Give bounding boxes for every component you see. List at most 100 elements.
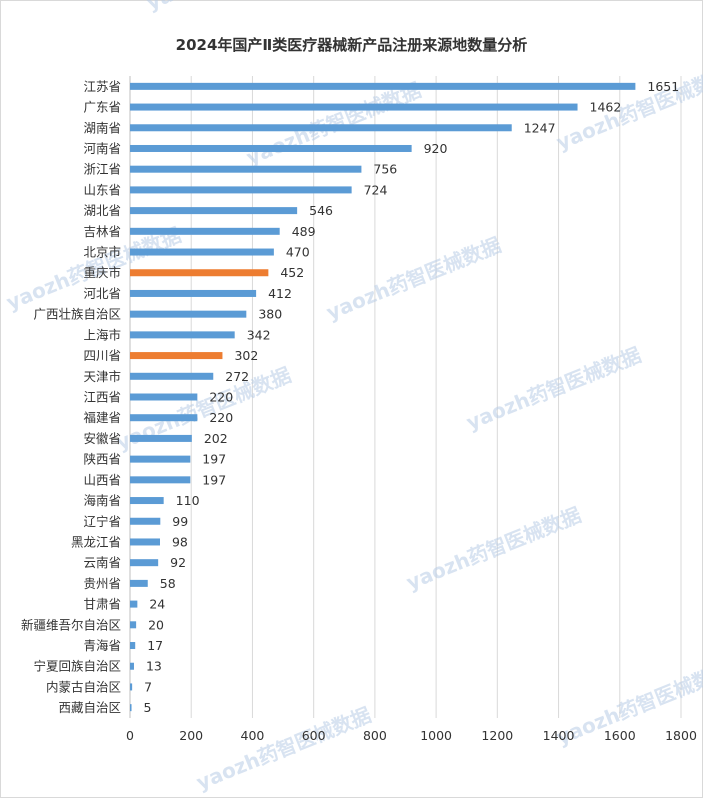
category-label: 黑龙江省 <box>71 534 121 549</box>
category-label: 福建省 <box>83 410 121 425</box>
bar-北京市 <box>130 248 274 256</box>
value-label: 202 <box>204 431 228 446</box>
bar-新疆维吾尔自治区 <box>130 621 137 629</box>
value-label: 470 <box>286 245 310 260</box>
value-label: 724 <box>364 182 388 197</box>
category-label: 河北省 <box>83 286 121 301</box>
category-label: 西藏自治区 <box>58 700 121 715</box>
value-label: 197 <box>202 452 226 467</box>
value-label: 98 <box>172 534 188 549</box>
category-label: 四川省 <box>83 348 121 363</box>
watermark: yaozh药智医械数据 <box>193 703 375 795</box>
watermark: yaozh药智医械数据 <box>143 0 325 15</box>
category-label: 海南省 <box>83 493 121 508</box>
value-label: 5 <box>144 700 152 715</box>
x-tick-label: 0 <box>126 728 134 743</box>
bar-辽宁省 <box>130 517 161 525</box>
bar-湖南省 <box>130 124 512 132</box>
value-label: 412 <box>268 286 292 301</box>
bar-福建省 <box>130 414 198 422</box>
x-tick-label: 1400 <box>543 728 575 743</box>
bar-黑龙江省 <box>130 538 160 546</box>
watermark: yaozh药智医械数据 <box>243 78 425 170</box>
category-label: 湖北省 <box>83 203 121 218</box>
bar-内蒙古自治区 <box>130 683 133 691</box>
category-label: 陕西省 <box>83 452 121 467</box>
x-tick-label: 1000 <box>420 728 452 743</box>
bar-江苏省 <box>130 82 636 90</box>
bar-吉林省 <box>130 227 280 235</box>
bar-贵州省 <box>130 579 148 587</box>
bar-湖北省 <box>130 207 298 215</box>
bar-江西省 <box>130 393 198 401</box>
category-label: 广东省 <box>83 100 121 115</box>
category-label: 安徽省 <box>83 431 121 446</box>
bar-河南省 <box>130 144 412 152</box>
category-label: 青海省 <box>83 638 121 653</box>
bar-甘肃省 <box>130 600 138 608</box>
bars <box>130 82 636 712</box>
x-tick-label: 200 <box>179 728 203 743</box>
category-label: 江苏省 <box>83 79 121 94</box>
value-label: 197 <box>202 472 226 487</box>
bar-海南省 <box>130 497 164 505</box>
category-label: 北京市 <box>83 245 121 260</box>
x-tick-label: 400 <box>241 728 265 743</box>
value-label: 380 <box>258 307 282 322</box>
value-label: 220 <box>209 390 233 405</box>
value-label: 302 <box>234 348 258 363</box>
value-label: 756 <box>373 162 397 177</box>
value-label: 24 <box>149 597 165 612</box>
bar-上海市 <box>130 331 235 339</box>
category-label: 江西省 <box>83 390 121 405</box>
category-label: 广西壮族自治区 <box>33 307 121 322</box>
value-label: 1247 <box>524 120 556 135</box>
bar-山西省 <box>130 476 191 484</box>
category-label: 吉林省 <box>83 224 121 239</box>
bar-青海省 <box>130 642 136 650</box>
category-label: 云南省 <box>83 555 121 570</box>
bar-天津市 <box>130 372 214 380</box>
bar-山东省 <box>130 186 352 194</box>
category-label: 山西省 <box>83 472 121 487</box>
category-label: 上海市 <box>83 327 121 342</box>
bar-浙江省 <box>130 165 362 173</box>
bar-广东省 <box>130 103 578 111</box>
value-label: 110 <box>176 493 200 508</box>
bar-广西壮族自治区 <box>130 310 247 318</box>
x-tick-label: 1200 <box>481 728 513 743</box>
value-label: 272 <box>225 369 249 384</box>
category-label: 河南省 <box>83 141 121 156</box>
category-label: 山东省 <box>83 182 121 197</box>
category-label: 辽宁省 <box>83 514 121 529</box>
bar-宁夏回族自治区 <box>130 662 134 670</box>
value-label: 489 <box>292 224 316 239</box>
value-label: 17 <box>147 638 163 653</box>
watermark: yaozh药智医械数据 <box>323 233 505 325</box>
value-label: 7 <box>144 679 152 694</box>
bar-河北省 <box>130 289 257 297</box>
value-label: 452 <box>280 265 304 280</box>
bar-重庆市 <box>130 269 269 277</box>
x-tick-label: 600 <box>302 728 326 743</box>
category-label: 浙江省 <box>83 162 121 177</box>
x-tick-label: 800 <box>363 728 387 743</box>
category-label: 甘肃省 <box>83 597 121 612</box>
bar-安徽省 <box>130 434 192 442</box>
x-tick-label: 1800 <box>665 728 697 743</box>
category-label: 湖南省 <box>83 120 121 135</box>
category-label: 重庆市 <box>83 265 121 280</box>
value-label: 92 <box>170 555 186 570</box>
value-label: 58 <box>160 576 176 591</box>
bar-云南省 <box>130 559 159 567</box>
category-label: 宁夏回族自治区 <box>33 659 121 674</box>
chart-title: 2024年国产Ⅱ类医疗器械新产品注册来源地数量分析 <box>175 36 528 54</box>
value-label: 99 <box>172 514 188 529</box>
value-label: 546 <box>309 203 333 218</box>
category-label: 天津市 <box>83 369 121 384</box>
value-label: 20 <box>148 617 164 632</box>
bar-四川省 <box>130 352 223 360</box>
watermark: yaozh药智医械数据 <box>403 503 585 595</box>
